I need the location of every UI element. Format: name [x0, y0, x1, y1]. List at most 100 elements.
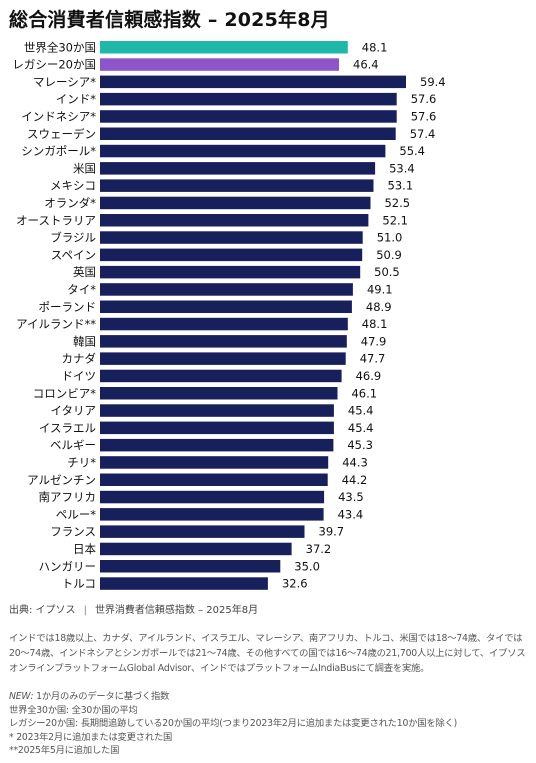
value-label: 43.4: [338, 507, 364, 521]
page-title: 総合消費者信頼感指数 – 2025年8月: [9, 9, 330, 31]
category-label: イスラエル: [39, 421, 96, 435]
footnotes: NEW: 1か月のみのデータに基づく指数 世界全30か国: 全30か国の平均 レ…: [9, 690, 529, 758]
category-label: スペイン: [51, 248, 96, 262]
value-label: 45.4: [348, 404, 374, 418]
methodology-note: インドでは18歳以上、カナダ、アイルランド、イスラエル、マレーシア、南アフリカ、…: [9, 633, 526, 674]
category-label: マレーシア*: [33, 75, 96, 89]
category-label: 南アフリカ: [39, 490, 97, 504]
category-label: 日本: [73, 542, 96, 556]
value-label: 53.1: [388, 179, 414, 193]
bar: [100, 300, 352, 313]
category-label: ポーランド: [39, 300, 97, 314]
note-double-asterisk: **2025年5月に追加した国: [9, 745, 120, 757]
value-label: 57.6: [411, 92, 437, 106]
category-label: ハンガリー: [39, 559, 97, 573]
value-label: 59.4: [420, 75, 446, 89]
note-new-text: 1か月のみのデータに基づく指数: [36, 691, 170, 702]
bar: [100, 92, 397, 106]
source-label: 出典: イプソス: [9, 605, 76, 616]
bar: [100, 214, 369, 227]
category-label: ペルー*: [56, 507, 96, 521]
category-label: チリ*: [67, 455, 96, 469]
value-label: 47.7: [360, 352, 386, 366]
note-asterisk: * 2023年2月に追加または変更された国: [9, 731, 173, 743]
bar: [100, 179, 374, 192]
value-label: 53.4: [389, 161, 415, 175]
note-new-label: NEW:: [9, 691, 34, 702]
bar: [100, 421, 334, 435]
bar: [100, 317, 348, 331]
value-label: 52.1: [382, 213, 408, 227]
category-label: スウェーデン: [27, 127, 96, 141]
bar: [100, 387, 338, 400]
category-label: トルコ: [62, 577, 96, 591]
category-label: 韓国: [73, 334, 96, 348]
bar: [100, 473, 328, 486]
value-label: 44.3: [342, 455, 368, 469]
value-label: 44.2: [342, 473, 368, 487]
value-label: 46.1: [351, 386, 377, 400]
bar-chart: 世界全30か国 48.1 レガシー20か国 46.4 マレーシア* 59.4 インド* 57.…: [12, 40, 446, 591]
bar: [100, 438, 334, 452]
bar: [100, 41, 348, 54]
note-new: NEW: 1か月のみのデータに基づく指数: [9, 690, 529, 704]
value-label: 50.5: [374, 265, 400, 279]
bar: [100, 577, 268, 590]
category-label: オーストラリア: [16, 213, 96, 227]
source-separator: |: [83, 605, 87, 616]
category-label: タイ*: [67, 282, 96, 296]
bar: [100, 58, 339, 71]
value-label: 47.9: [361, 334, 387, 348]
value-label: 45.4: [348, 421, 374, 435]
category-label: インド*: [56, 92, 96, 106]
bar: [100, 265, 361, 279]
bar: [100, 283, 353, 296]
value-label: 45.3: [347, 438, 373, 452]
source-text: 世界消費者信頼感指数 – 2025年8月: [94, 605, 259, 616]
category-label: 英国: [73, 265, 96, 279]
value-label: 39.7: [319, 525, 345, 539]
note-legacy: レガシー20か国: 長期間追跡している20か国の平均(つまり2023年2月に追加…: [9, 718, 458, 730]
value-label: 43.5: [338, 490, 364, 504]
category-label: イタリア: [50, 404, 96, 418]
category-label: インドネシア*: [21, 109, 96, 123]
category-label: アルゼンチン: [27, 473, 96, 487]
bar: [100, 231, 363, 244]
category-label: レガシー20か国: [12, 58, 96, 72]
bar: [100, 404, 334, 417]
category-label: ドイツ: [62, 369, 97, 383]
value-label: 35.0: [294, 559, 320, 573]
value-label: 49.1: [367, 282, 393, 296]
value-label: 48.9: [366, 300, 392, 314]
bar: [100, 369, 342, 383]
bar: [100, 456, 329, 469]
bar: [100, 196, 371, 210]
value-label: 48.1: [362, 317, 388, 331]
bar: [100, 490, 325, 504]
value-label: 32.6: [282, 577, 308, 591]
bar: [100, 75, 406, 89]
category-label: フランス: [50, 525, 96, 539]
category-label: オランダ*: [44, 196, 96, 210]
bar: [100, 144, 386, 158]
category-label: アイルランド**: [16, 317, 96, 331]
category-label: カナダ: [62, 352, 97, 366]
value-label: 51.0: [377, 231, 403, 245]
category-label: コロンビア*: [33, 386, 96, 400]
bar: [100, 560, 281, 573]
bar: [100, 335, 347, 348]
bar: [100, 508, 324, 521]
category-label: ブラジル: [50, 231, 96, 245]
value-label: 55.4: [399, 144, 425, 158]
bar: [100, 110, 397, 123]
category-label: シンガポール*: [21, 144, 96, 158]
value-label: 46.4: [353, 58, 379, 72]
category-label: ベルギー: [50, 438, 96, 452]
value-label: 46.9: [356, 369, 382, 383]
source-line: 出典: イプソス | 世界消費者信頼感指数 – 2025年8月: [9, 601, 258, 616]
category-label: 米国: [73, 161, 96, 175]
bar: [100, 352, 346, 365]
bar: [100, 162, 376, 175]
bar: [100, 525, 305, 538]
bar: [100, 248, 363, 262]
